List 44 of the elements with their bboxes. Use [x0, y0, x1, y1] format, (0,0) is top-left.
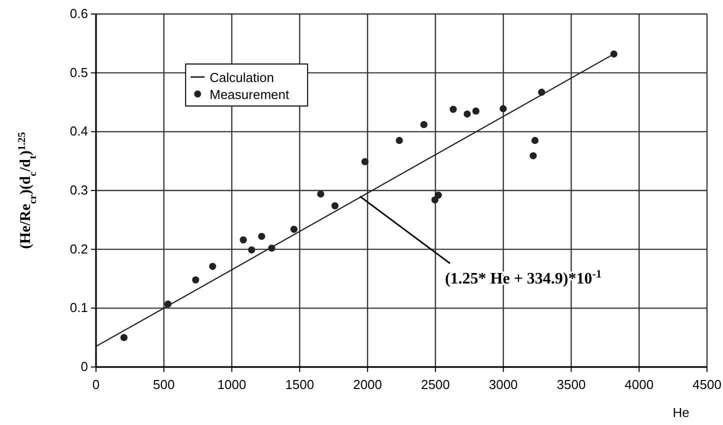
- x-tick-label: 0: [92, 377, 100, 392]
- y-tick-label: 0.1: [70, 300, 88, 316]
- x-tick-label: 1000: [217, 377, 246, 392]
- point: [538, 88, 546, 96]
- point: [531, 136, 539, 144]
- point: [192, 276, 200, 284]
- legend-label: Calculation: [210, 70, 274, 86]
- x-tick-label: 3500: [556, 377, 586, 392]
- point: [317, 190, 324, 198]
- point: [610, 50, 618, 58]
- x-tick-label: 4000: [624, 377, 654, 392]
- y-tick-label: 0.6: [70, 6, 88, 21]
- y-tick-label: 0.3: [70, 182, 88, 198]
- point: [209, 262, 216, 270]
- point: [120, 334, 128, 342]
- point: [331, 202, 339, 210]
- point: [464, 110, 471, 118]
- x-tick-label: 500: [153, 377, 175, 392]
- x-axis-title: He: [672, 405, 690, 420]
- point: [450, 106, 457, 113]
- point: [472, 108, 480, 115]
- x-tick-label: 2000: [353, 377, 382, 392]
- point: [290, 226, 298, 233]
- point: [240, 236, 247, 244]
- y-tick-label: 0.4: [70, 124, 88, 139]
- point: [248, 246, 256, 254]
- point: [434, 192, 442, 199]
- point: [268, 244, 276, 252]
- point: [420, 121, 428, 128]
- y-tick-label: 0.5: [70, 64, 88, 80]
- point: [431, 196, 438, 204]
- legend-label: Measurement: [210, 87, 290, 102]
- point: [530, 152, 537, 160]
- point: [164, 300, 172, 308]
- x-tick-label: 4500: [692, 377, 722, 392]
- x-tick-label: 3000: [488, 377, 518, 392]
- y-tick-label: 0: [80, 359, 88, 374]
- x-tick-label: 1500: [285, 377, 314, 392]
- point: [258, 232, 266, 240]
- point: [361, 158, 369, 166]
- point: [396, 136, 403, 144]
- x-tick-label: 2500: [420, 377, 450, 392]
- point: [500, 105, 507, 112]
- y-tick-label: 0.2: [70, 241, 88, 256]
